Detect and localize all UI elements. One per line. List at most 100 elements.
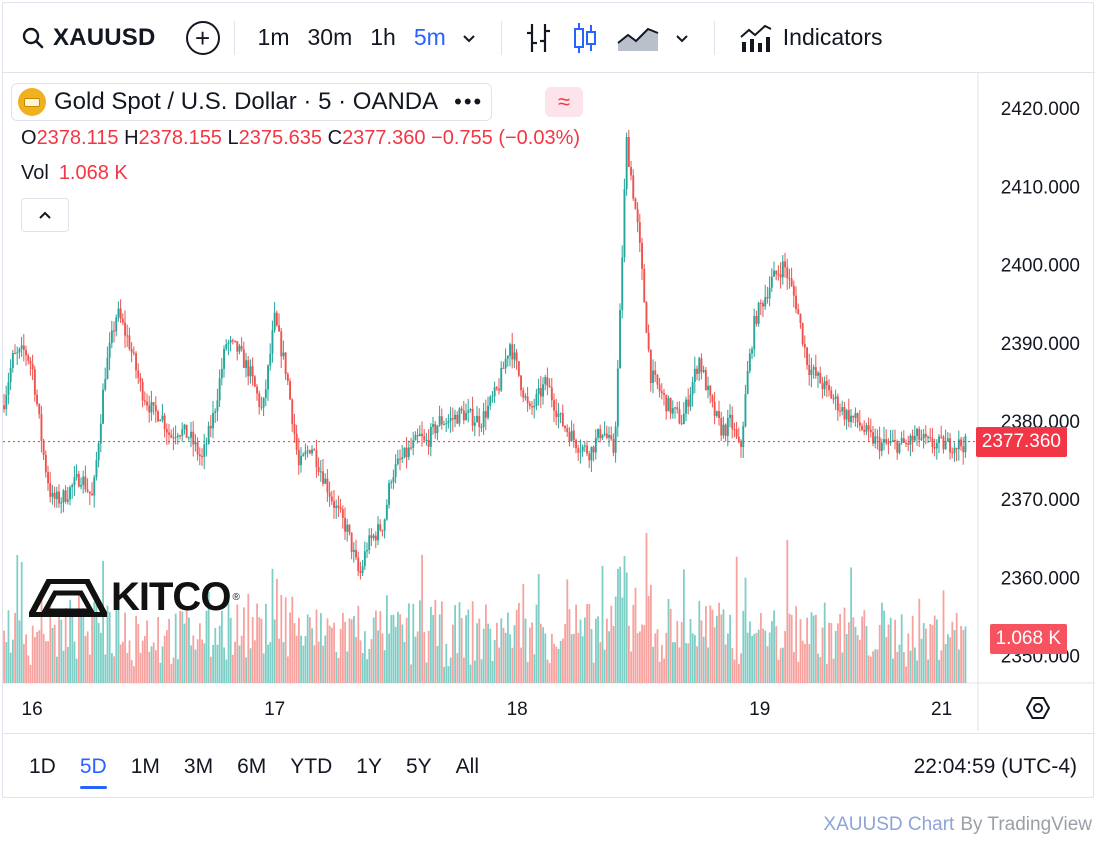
settings-icon[interactable] (1025, 697, 1051, 719)
candles-style-icon[interactable] (570, 21, 600, 55)
volume-bar (135, 615, 137, 683)
symbol-legend[interactable]: Gold Spot / U.S. Dollar · 5 · OANDA ••• (11, 83, 493, 121)
candle-body (517, 361, 520, 376)
interval-1h[interactable]: 1h (370, 24, 396, 50)
candle-body (284, 352, 287, 375)
volume-bar (117, 590, 120, 683)
volume-bar (918, 598, 921, 683)
range-5d[interactable]: 5D (79, 754, 107, 789)
volume-bar (447, 666, 450, 683)
volume-bar (839, 613, 841, 683)
candle-body (803, 344, 806, 348)
low-value: 2375.635 (238, 127, 323, 149)
x-tick-label: 17 (264, 699, 285, 720)
range-5y[interactable]: 5Y (405, 754, 432, 778)
volume-bar (867, 655, 870, 683)
volume-bar (474, 660, 476, 683)
volume-bar (414, 636, 417, 683)
compare-add-button[interactable]: + (185, 20, 220, 55)
candle-body (399, 458, 401, 460)
more-options-icon[interactable]: ••• (454, 89, 484, 114)
interval-1m[interactable]: 1m (257, 24, 290, 50)
candle-body (374, 535, 377, 541)
range-1d[interactable]: 1D (29, 754, 56, 778)
chevron-down-icon[interactable] (461, 30, 477, 46)
volume-bar (214, 627, 217, 683)
volume-bar (603, 649, 606, 683)
candle-body (154, 405, 157, 412)
chart-link[interactable]: XAUUSD Chart (823, 814, 955, 835)
interval-30m[interactable]: 30m (307, 24, 353, 50)
volume-bar (421, 554, 423, 683)
volume-bar (817, 653, 819, 683)
candle-body (850, 415, 852, 423)
volume-bar (210, 656, 212, 683)
candle-body (779, 274, 782, 278)
volume-bar (289, 612, 291, 683)
candle-body (751, 349, 753, 354)
compare-wave-icon[interactable]: ≈ (545, 87, 583, 117)
volume-bar (5, 642, 8, 683)
candle-body (132, 352, 135, 354)
volume-bar (852, 617, 855, 683)
candle-body (896, 441, 899, 453)
volume-bar (97, 623, 100, 683)
volume-bar (485, 604, 487, 683)
candle-body (152, 402, 155, 406)
volume-bar (777, 659, 780, 683)
volume-bar (641, 624, 643, 683)
volume-bar (122, 641, 124, 683)
volume-bar (194, 649, 197, 683)
range-6m[interactable]: 6M (237, 754, 267, 778)
symbol-search-button[interactable]: XAUUSD (21, 24, 156, 52)
candle-body (702, 370, 705, 372)
volume-bar (280, 594, 283, 683)
volume-bar (265, 603, 267, 683)
volume-bar (896, 651, 899, 683)
volume-bar (619, 566, 621, 683)
candle-body (594, 437, 597, 453)
price-chart[interactable]: 2420.0002410.0002400.0002390.0002380.000… (3, 73, 1095, 733)
volume-bar (443, 666, 445, 683)
candle-body (115, 317, 118, 332)
volume-bar (410, 664, 412, 683)
candle-body (260, 406, 263, 408)
candle-body (612, 438, 615, 453)
range-ytd[interactable]: YTD (290, 754, 333, 778)
candle-body (700, 358, 703, 372)
interval-5m[interactable]: 5m (413, 24, 446, 50)
range-1m[interactable]: 1M (130, 754, 160, 778)
volume-bar (522, 583, 525, 683)
timezone-clock[interactable]: 22:04:59 (UTC-4) (913, 754, 1077, 778)
volume-bar (645, 533, 648, 683)
collapse-legend-button[interactable] (21, 198, 69, 232)
area-style-icon[interactable] (616, 23, 660, 53)
volume-bar (854, 626, 857, 683)
chevron-down-icon[interactable] (674, 30, 690, 46)
volume-bar (434, 599, 437, 683)
indicators-button[interactable]: Indicators (739, 23, 883, 53)
candle-body (610, 435, 613, 439)
range-all[interactable]: All (455, 754, 479, 778)
volume-bar (320, 613, 322, 683)
candle-body (777, 274, 780, 276)
candle-body (183, 424, 186, 430)
range-3m[interactable]: 3M (183, 754, 214, 778)
candle-body (704, 370, 707, 391)
volume-bar (350, 619, 353, 683)
candle-body (185, 424, 188, 438)
candle-body (550, 387, 553, 401)
volume-bar (771, 621, 773, 683)
candle-body (143, 400, 146, 402)
candle-body (234, 340, 236, 342)
volume-bar (652, 646, 654, 683)
volume-bar (243, 607, 245, 683)
range-1y[interactable]: 1Y (356, 754, 382, 778)
volume-bar (678, 647, 681, 683)
volume-bar (955, 612, 958, 683)
volume-bar (58, 610, 60, 683)
candle-body (553, 400, 555, 411)
candle-body (680, 423, 683, 425)
bars-style-icon[interactable] (524, 21, 554, 55)
candle-body (135, 353, 137, 371)
